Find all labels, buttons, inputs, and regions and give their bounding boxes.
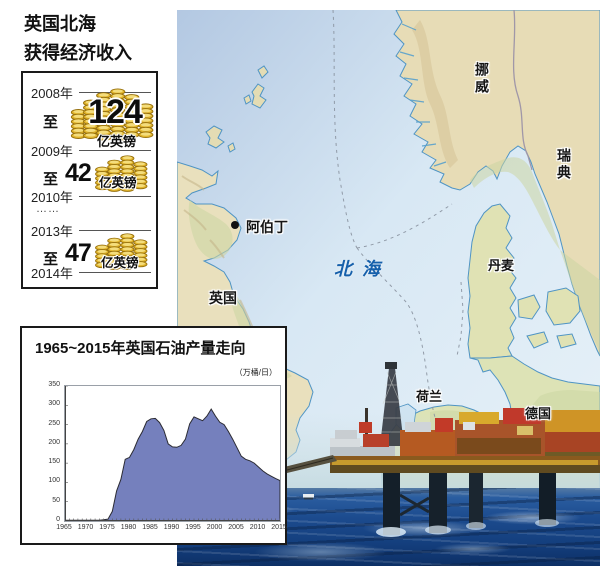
label-denmark: 丹麦 xyxy=(488,258,515,273)
y-tick-label: 100 xyxy=(48,477,60,485)
x-tick-label: 1980 xyxy=(120,524,137,531)
area-chart xyxy=(64,385,281,522)
income-amount-2: 42 xyxy=(65,159,92,187)
income-year-2010: 2010年 xyxy=(31,190,73,205)
crane-cable xyxy=(286,457,334,471)
income-to-word: 至 xyxy=(43,114,59,131)
deck-underside xyxy=(330,465,600,473)
norway-relief xyxy=(412,20,458,168)
x-tick-label: 2015 xyxy=(271,524,287,531)
x-tick-label: 1975 xyxy=(99,524,115,531)
chart-unit-label: （万桶/日） xyxy=(234,368,277,377)
divider-line xyxy=(79,150,151,151)
orkney-islands xyxy=(205,125,236,153)
land-gb-relief xyxy=(181,175,259,341)
income-unit-1: 亿英镑 xyxy=(97,134,137,149)
norway-sweden-border xyxy=(512,10,533,171)
x-tick-label: 2000 xyxy=(206,524,223,531)
chart-title: 1965~2015年英国石油产量走向 xyxy=(35,340,246,357)
income-panel: 2008年 至 124 亿英镑 2009年 至 42 亿英镑 2010年 …… … xyxy=(21,71,158,289)
platform-legs xyxy=(383,473,556,535)
derrick-tower xyxy=(380,368,404,446)
label-aberdeen: 阿伯丁 xyxy=(246,219,288,235)
mast-module xyxy=(359,422,372,433)
y-tick-label: 300 xyxy=(48,400,60,408)
y-tick-label: 0 xyxy=(56,516,60,523)
x-tick-label: 2005 xyxy=(228,524,244,531)
page-title-line1: 英国北海 xyxy=(24,14,96,34)
y-tick-label: 250 xyxy=(48,419,60,427)
label-netherlands: 荷兰 xyxy=(416,389,443,404)
shetland-islands xyxy=(243,65,269,109)
y-tick-label: 150 xyxy=(48,458,60,466)
boat xyxy=(303,494,314,500)
x-tick-label: 1985 xyxy=(142,524,158,531)
norway-fjords xyxy=(399,23,447,167)
oil-production-chart: 1965~2015年英国石油产量走向 （万桶/日） 0 50 100 150 200 25… xyxy=(20,326,287,545)
income-year-2008: 2008年 xyxy=(31,86,73,101)
y-tick-label: 50 xyxy=(52,496,60,504)
x-tick-label: 1990 xyxy=(163,524,180,531)
deck-modules xyxy=(330,408,600,466)
x-tick-label: 1995 xyxy=(185,524,201,531)
chart-plot-area xyxy=(64,385,281,522)
income-unit-2: 亿英镑 xyxy=(99,176,137,190)
page-title-line2: 获得经济收入 xyxy=(24,43,132,63)
x-tick-label: 1970 xyxy=(77,524,94,531)
income-to-word: 至 xyxy=(43,251,59,268)
norway-green xyxy=(470,157,600,356)
x-tick-label: 2010 xyxy=(249,524,266,531)
derrick-crown xyxy=(385,362,397,369)
income-to-word: 至 xyxy=(43,171,59,188)
income-ellipsis: …… xyxy=(36,203,60,215)
label-sweden: 瑞典 xyxy=(556,148,572,182)
y-tick-label: 350 xyxy=(48,381,60,388)
production-area-series xyxy=(64,408,281,522)
danish-islands xyxy=(517,287,581,349)
y-tick-label: 200 xyxy=(48,438,60,446)
income-year-2013: 2013年 xyxy=(31,224,73,239)
divider-line xyxy=(79,230,151,231)
divider-line xyxy=(79,272,151,273)
income-amount-3: 47 xyxy=(65,239,92,267)
income-year-2009: 2009年 xyxy=(31,144,73,159)
label-uk: 英国 xyxy=(209,290,237,306)
label-germany: 德国 xyxy=(525,406,552,421)
axes xyxy=(65,386,280,521)
wave-foam xyxy=(376,519,559,537)
aberdeen-dot xyxy=(231,221,239,229)
income-amount-1: 124 xyxy=(88,93,143,131)
income-year-2014: 2014年 xyxy=(31,266,73,281)
maritime-boundaries xyxy=(332,10,464,425)
x-tick-label: 1965 xyxy=(56,524,72,531)
divider-line xyxy=(79,196,151,197)
oil-rig-photo xyxy=(284,362,600,537)
north-sea-label: 北海 xyxy=(334,259,390,279)
label-norway: 挪威 xyxy=(474,62,490,96)
deck-yellow-band xyxy=(332,460,598,465)
page-title: 英国北海 获得经济收入 xyxy=(24,10,132,68)
income-unit-3: 亿英镑 xyxy=(101,256,139,270)
land-denmark xyxy=(467,203,517,359)
